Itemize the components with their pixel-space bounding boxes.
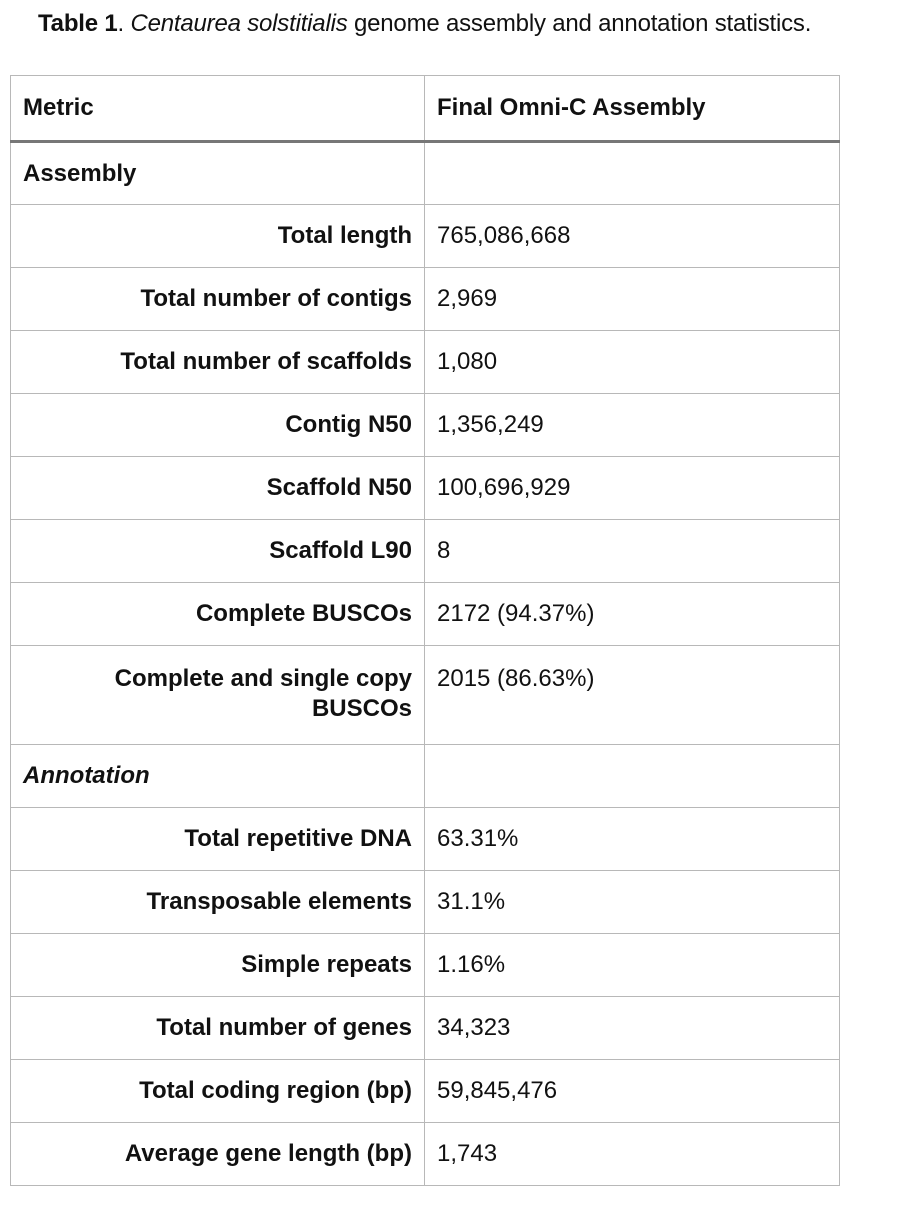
caption-label: Table 1 (38, 10, 118, 37)
value-cell: 1,356,249 (424, 393, 840, 457)
caption-separator: . (117, 10, 131, 37)
value-cell: 100,696,929 (424, 456, 840, 520)
metric-cell: Complete BUSCOs (10, 582, 425, 646)
value-cell: 2,969 (424, 267, 840, 331)
section-row-assembly: Assembly (10, 141, 840, 205)
metric-cell: Total number of scaffolds (10, 330, 425, 394)
value-cell: 59,845,476 (424, 1059, 840, 1123)
metric-cell: Simple repeats (10, 933, 425, 997)
value-cell: 765,086,668 (424, 204, 840, 268)
metric-cell: Total number of genes (10, 996, 425, 1060)
metric-cell: Total coding region (bp) (10, 1059, 425, 1123)
table-row: Complete BUSCOs 2172 (94.37%) (10, 582, 840, 646)
caption-species: Centaurea solstitialis (130, 10, 348, 37)
table-row: Simple repeats 1.16% (10, 933, 840, 997)
table-row: Total coding region (bp) 59,845,476 (10, 1059, 840, 1123)
table-row: Scaffold L90 8 (10, 519, 840, 583)
table-body: Assembly Total length 765,086,668 Total … (10, 141, 840, 1186)
table-row: Transposable elements 31.1% (10, 870, 840, 934)
metric-cell: Contig N50 (10, 393, 425, 457)
metric-cell: Complete and single copy BUSCOs (10, 645, 425, 745)
value-cell: 8 (424, 519, 840, 583)
table-row: Total number of genes 34,323 (10, 996, 840, 1060)
section-title: Annotation (10, 744, 425, 808)
value-cell: 34,323 (424, 996, 840, 1060)
section-row-annotation: Annotation (10, 744, 840, 808)
value-cell: 1,743 (424, 1122, 840, 1186)
metric-cell: Scaffold N50 (10, 456, 425, 520)
table-row: Scaffold N50 100,696,929 (10, 456, 840, 520)
table-header: Metric Final Omni-C Assembly (10, 75, 840, 143)
table-row: Average gene length (bp) 1,743 (10, 1122, 840, 1186)
statistics-table: Metric Final Omni-C Assembly Assembly To… (10, 75, 840, 1186)
value-cell: 2172 (94.37%) (424, 582, 840, 646)
table-row: Contig N50 1,356,249 (10, 393, 840, 457)
section-empty-cell (424, 141, 840, 205)
table-caption: Table 1. Centaurea solstitialis genome a… (38, 6, 924, 42)
value-cell: 2015 (86.63%) (424, 645, 840, 745)
table-row: Total length 765,086,668 (10, 204, 840, 268)
section-title: Assembly (10, 141, 425, 205)
metric-cell: Total number of contigs (10, 267, 425, 331)
value-cell: 63.31% (424, 807, 840, 871)
metric-cell: Scaffold L90 (10, 519, 425, 583)
value-cell: 1,080 (424, 330, 840, 394)
metric-cell: Total repetitive DNA (10, 807, 425, 871)
table-row: Total number of scaffolds 1,080 (10, 330, 840, 394)
header-assembly: Final Omni-C Assembly (424, 75, 840, 143)
value-cell: 31.1% (424, 870, 840, 934)
header-metric: Metric (10, 75, 425, 143)
metric-cell: Total length (10, 204, 425, 268)
value-cell: 1.16% (424, 933, 840, 997)
metric-cell: Average gene length (bp) (10, 1122, 425, 1186)
metric-cell: Transposable elements (10, 870, 425, 934)
caption-text: genome assembly and annotation statistic… (347, 10, 812, 37)
header-row: Metric Final Omni-C Assembly (10, 75, 840, 143)
table-row: Total number of contigs 2,969 (10, 267, 840, 331)
section-empty-cell (424, 744, 840, 808)
table-row: Total repetitive DNA 63.31% (10, 807, 840, 871)
table-row: Complete and single copy BUSCOs 2015 (86… (10, 645, 840, 745)
